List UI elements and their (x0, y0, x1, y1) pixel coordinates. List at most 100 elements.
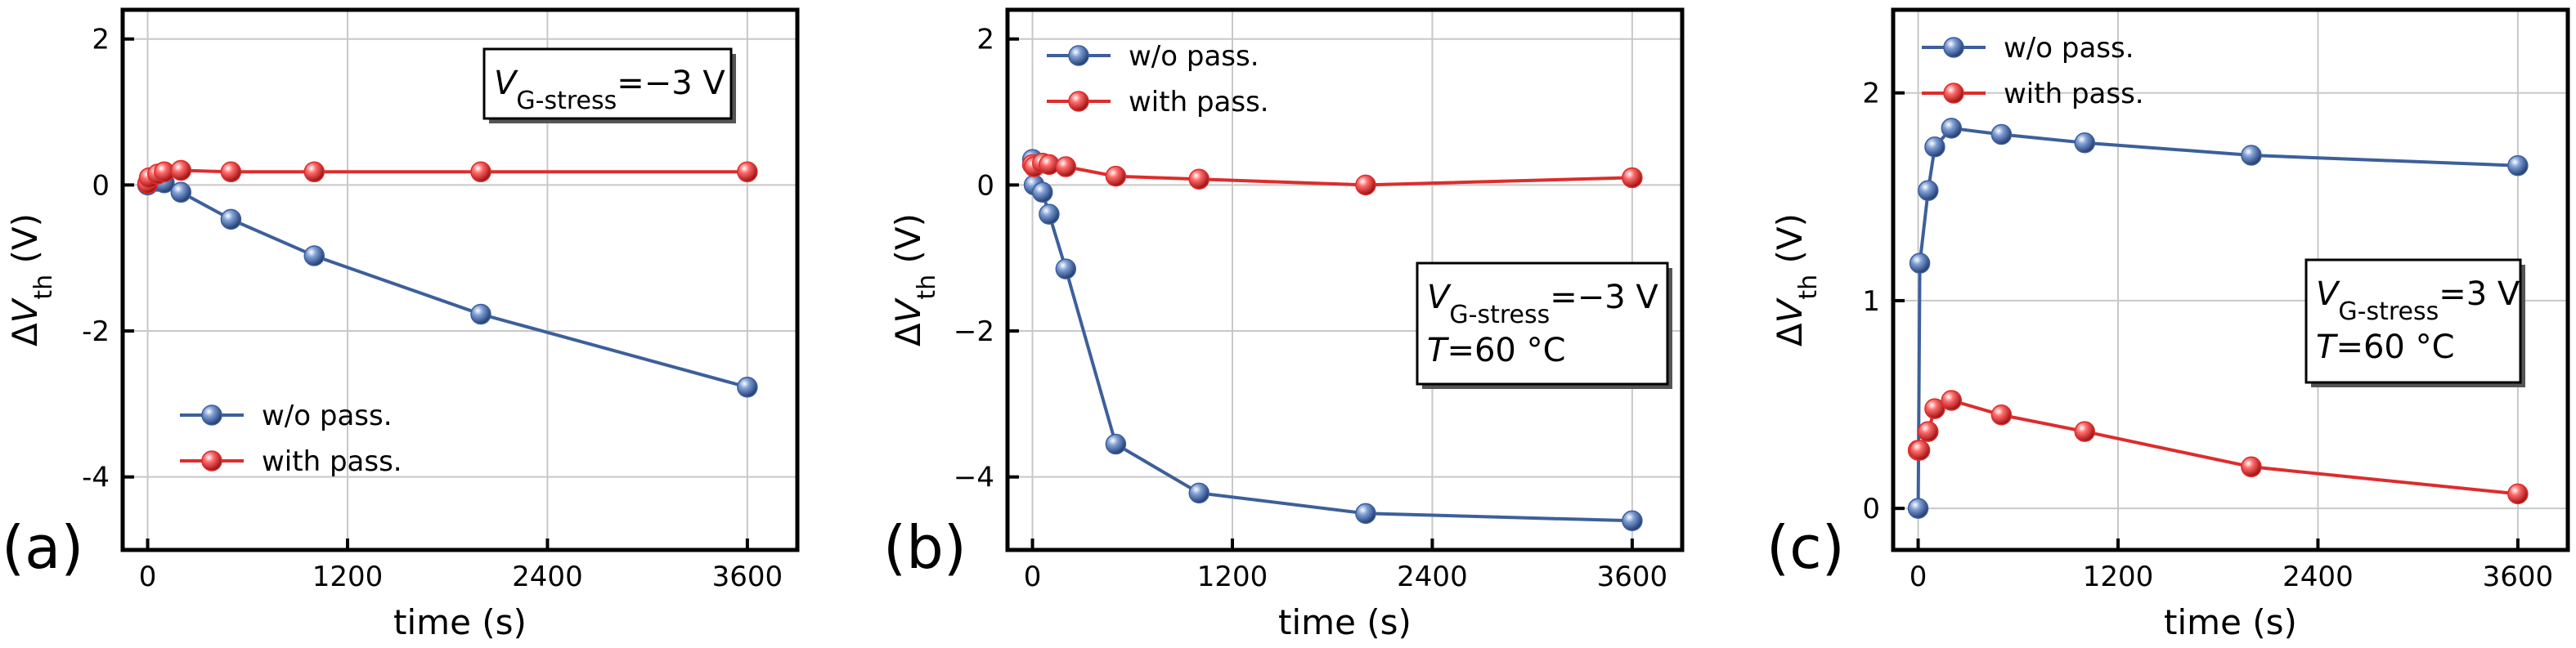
x-axis-title: time (s) (2164, 602, 2297, 642)
x-tick-label: 0 (139, 561, 157, 593)
y-tick-label: 2 (1862, 78, 1880, 110)
annotation-frame (2304, 258, 2522, 384)
annotation-temperature: T=60 °C (1427, 332, 1566, 369)
legend-marker (1943, 83, 1964, 104)
data-point (303, 245, 325, 266)
legend-marker (201, 450, 222, 471)
data-point (1924, 398, 1945, 419)
data-point (737, 161, 758, 183)
legend-marker (1068, 91, 1089, 112)
data-point (1941, 118, 1963, 139)
series-without-passivation (1021, 149, 1643, 532)
data-point (1105, 165, 1127, 187)
data-point (220, 208, 242, 230)
panel-label: (c) (1766, 513, 1845, 582)
legend: w/o pass. with pass. (1047, 40, 1269, 118)
legend-label-without-passivation: w/o pass. (262, 400, 393, 432)
annotation-stress-voltage: VG-stress=3 V (2316, 275, 2520, 326)
x-tick-label: 1200 (2083, 561, 2154, 593)
plot-frame (1005, 7, 1685, 552)
data-point (737, 377, 758, 398)
y-tick-label: 2 (92, 24, 110, 56)
annotation-variable: V (1427, 279, 1452, 316)
x-tick-label: 0 (1024, 561, 1042, 593)
x-tick-label: 3600 (1597, 561, 1668, 593)
panel-label: (b) (883, 513, 967, 582)
annotation-frame (1416, 261, 1669, 386)
data-point (2507, 154, 2529, 177)
annotation-temp-value: =60 °C (2336, 328, 2454, 366)
y-tick-label: 1 (1862, 285, 1880, 318)
legend-label-without-passivation: w/o pass. (2004, 32, 2134, 65)
y-axis-unit: (V) (5, 213, 45, 275)
data-point (1909, 252, 1931, 274)
x-axis-title: time (s) (393, 602, 527, 642)
legend-label-with-passivation: with pass. (2004, 78, 2144, 110)
y-axis-symbol: V (888, 297, 928, 323)
data-point (1622, 510, 1643, 532)
x-tick-label: 3600 (2483, 561, 2554, 593)
y-tick-label: 0 (1862, 493, 1880, 525)
annotation-subscript: G-stress (2338, 297, 2439, 326)
data-point (2507, 483, 2529, 505)
data-point (1039, 203, 1060, 225)
y-axis-symbol: V (1770, 297, 1810, 323)
data-point (1918, 421, 1939, 442)
data-point (1990, 404, 2013, 426)
annotation-value: =3 V (2439, 275, 2520, 313)
legend-marker (1943, 37, 1964, 58)
data-point (170, 159, 192, 181)
data-point (1909, 440, 1931, 461)
y-axis-symbol: V (5, 297, 45, 323)
data-point (470, 303, 491, 325)
y-axis-subscript: th (913, 275, 941, 300)
annotation-temp-variable: T (1427, 332, 1450, 369)
y-tick-label: 0 (976, 169, 994, 202)
data-point (2074, 421, 2096, 442)
y-tick-label: -2 (82, 315, 110, 348)
annotation-frame (482, 47, 733, 120)
x-tick-label: 2400 (512, 561, 583, 593)
series-with-passivation (1907, 390, 2529, 505)
annotation-subscript: G-stress (516, 87, 617, 115)
annotation-variable: V (2316, 275, 2340, 313)
data-point (1355, 503, 1376, 525)
data-point (1032, 181, 1053, 203)
panel-label: (a) (2, 513, 83, 582)
annotation-box: VG-stress=3 VT=60 °C (2304, 258, 2525, 387)
annotation-value: =−3 V (617, 65, 725, 102)
annotation-temperature: T=60 °C (2316, 328, 2455, 366)
annotation-box: VG-stress=−3 V (482, 47, 736, 123)
x-tick-label: 3600 (712, 561, 783, 593)
x-tick-label: 1200 (1197, 561, 1268, 593)
data-point (1055, 156, 1077, 177)
annotation-temp-variable: T (2316, 328, 2339, 366)
legend-marker (201, 404, 222, 426)
x-axis-title: time (s) (1278, 602, 1411, 642)
x-tick-label: 1200 (312, 561, 384, 593)
y-tick-label: 0 (92, 169, 110, 202)
x-tick-label: 2400 (2282, 561, 2354, 593)
y-axis-delta: Δ (888, 323, 928, 346)
y-axis-delta: Δ (1770, 323, 1810, 346)
y-axis-delta: Δ (5, 323, 45, 346)
data-point (303, 161, 325, 183)
legend: w/o pass. with pass. (180, 400, 402, 478)
series-without-passivation (1907, 118, 2529, 519)
data-point (1355, 174, 1376, 196)
series-with-passivation (137, 159, 758, 194)
x-tick-label: 2400 (1397, 561, 1468, 593)
legend-label-with-passivation: with pass. (1129, 86, 1269, 118)
data-point (1105, 433, 1127, 455)
y-axis-unit: (V) (888, 213, 928, 275)
data-point (2241, 145, 2262, 166)
y-tick-label: -4 (82, 462, 110, 494)
y-axis-title: ΔVth (V) (5, 213, 58, 346)
data-point (220, 161, 242, 183)
y-axis-title: ΔVth (V) (888, 213, 941, 346)
data-point (1622, 167, 1643, 189)
data-point (1941, 390, 1963, 411)
